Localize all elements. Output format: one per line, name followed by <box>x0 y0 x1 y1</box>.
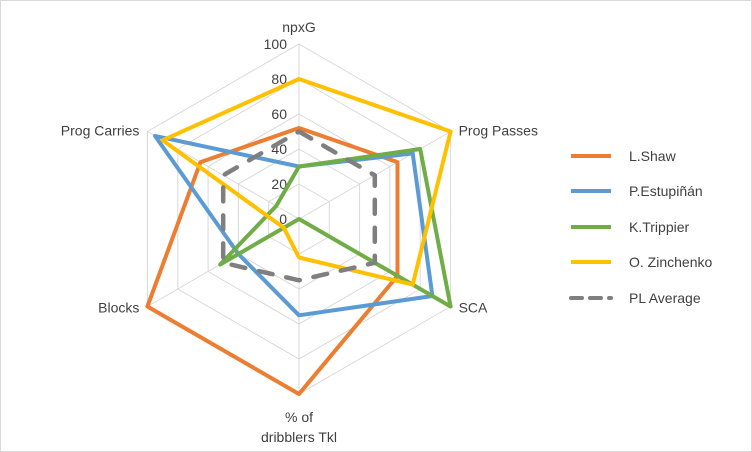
axis-labels: npxG Prog Passes SCA % of dribblers Tkl Block… <box>61 19 538 445</box>
legend-item: PL Average <box>569 286 749 310</box>
series-line <box>220 129 378 283</box>
tick-label: 80 <box>271 71 287 87</box>
series-line <box>218 147 453 309</box>
legend-item: O. Zinchenko <box>569 250 749 274</box>
series-line <box>153 133 435 318</box>
legend-label: P.Estupiñán <box>629 183 703 200</box>
legend-swatch <box>569 186 613 196</box>
legend-swatch <box>569 293 613 303</box>
axis-label: SCA <box>459 300 488 316</box>
axis-label: % of <box>285 409 313 425</box>
legend: L.Shaw P.Estupiñán K.Trippier O. Zinchenko P… <box>569 144 749 321</box>
legend-label: K.Trippier <box>629 218 690 235</box>
legend-label: PL Average <box>629 289 701 306</box>
series-line <box>145 126 400 396</box>
axis-label: npxG <box>282 19 315 35</box>
tick-label: 0 <box>279 211 287 227</box>
legend-item: K.Trippier <box>569 215 749 239</box>
legend-swatch <box>569 257 613 267</box>
legend-item: P.Estupiñán <box>569 179 749 203</box>
tick-label: 100 <box>264 36 288 52</box>
legend-swatch <box>569 151 613 161</box>
axis-label: Prog Passes <box>459 123 538 139</box>
axis-label: Blocks <box>98 300 139 316</box>
legend-label: O. Zinchenko <box>629 254 713 271</box>
tick-label: 60 <box>271 106 287 122</box>
legend-label: L.Shaw <box>629 148 676 164</box>
legend-item: L.Shaw <box>569 144 749 168</box>
legend-swatch <box>569 222 613 232</box>
tick-label: 20 <box>271 176 287 192</box>
axis-label: dribblers Tkl <box>261 429 337 445</box>
series-line <box>160 77 453 287</box>
axis-label: Prog Carries <box>61 123 140 139</box>
series-lines <box>145 77 453 396</box>
